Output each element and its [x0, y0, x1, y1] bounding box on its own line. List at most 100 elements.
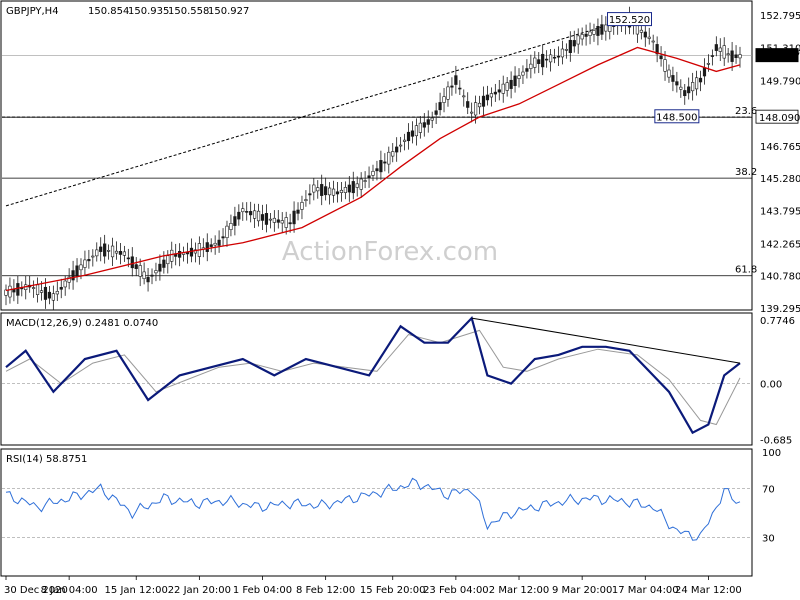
candle-body-104: [414, 125, 419, 137]
candle-body-133: [529, 63, 533, 69]
price-tick-6: 143.795: [760, 206, 800, 217]
candle-body-95: [379, 160, 383, 173]
candle-body-19: [79, 264, 83, 271]
candle-body-86: [343, 187, 347, 193]
candle-body-55: [221, 236, 225, 239]
candle-body-166: [659, 55, 663, 60]
candle-body-96: [383, 161, 387, 164]
candle-body-7: [32, 287, 36, 289]
candle-body-164: [651, 40, 655, 43]
candle-body-24: [99, 246, 103, 252]
price-layer: 23.6 38.2 61.8 152.520 148.500: [2, 6, 757, 310]
candle-body-149: [592, 30, 596, 35]
candle-body-150: [596, 25, 600, 36]
x-tick-label-4: 1 Feb 04:00: [233, 585, 292, 596]
candle-body-123: [489, 93, 493, 98]
candle-body-120: [477, 102, 482, 108]
candle-body-110: [438, 102, 442, 111]
price-header-open: 150.854: [88, 6, 129, 17]
fib-label-1: 38.2: [735, 167, 757, 178]
candle-body-167: [663, 59, 667, 72]
candle-body-80: [320, 184, 324, 196]
candle-body-107: [426, 119, 430, 125]
candle-body-31: [126, 257, 130, 260]
candle-body-39: [158, 263, 162, 272]
candle-body-117: [466, 101, 470, 108]
moving-average-line: [5, 46, 741, 292]
price-tick-3: 148.090: [759, 113, 800, 124]
candle-body-58: [233, 216, 237, 226]
candle-body-59: [237, 211, 241, 220]
last-price-label: 150.927: [759, 52, 800, 63]
macd-trendline: [471, 317, 741, 364]
rsi-layer: [2, 477, 752, 541]
candle-body-26: [107, 250, 111, 252]
candle-body-142: [564, 49, 568, 51]
candle-body-109: [434, 110, 438, 115]
macd-main-line: [5, 315, 741, 435]
candle-body-36: [146, 277, 150, 283]
price-tick-0: 152.795: [760, 11, 800, 22]
candle-body-62: [249, 211, 253, 216]
candle-body-145: [576, 35, 580, 45]
candle-body-13: [55, 291, 59, 295]
candle-body-47: [189, 247, 194, 257]
candle-body-139: [552, 56, 557, 59]
last-price-box: [755, 48, 799, 63]
candle-body-148: [588, 31, 592, 36]
candle-body-65: [260, 214, 265, 221]
candle-body-127: [505, 82, 509, 91]
candle-body-182: [722, 45, 726, 59]
candle-body-175: [694, 77, 699, 90]
candle-body-130: [517, 75, 521, 79]
candle-body-143: [568, 39, 572, 53]
x-tick-label-8: 2 Mar 12:00: [489, 585, 549, 596]
candle-body-63: [253, 210, 257, 219]
macd-signal-line: [5, 329, 741, 426]
candle-body-140: [556, 55, 561, 58]
candle-body-74: [296, 209, 300, 214]
candle-body-151: [600, 24, 604, 35]
price-header-low: 150.558: [168, 6, 209, 17]
candle-body-11: [47, 291, 52, 299]
candle-body-87: [347, 184, 351, 193]
candle-body-66: [264, 213, 269, 225]
candle-body-179: [710, 55, 714, 57]
candle-body-68: [272, 217, 276, 223]
candle-body-71: [284, 217, 288, 228]
candle-body-70: [280, 220, 284, 224]
candle-body-37: [150, 274, 154, 277]
candle-body-85: [339, 189, 344, 193]
candle-body-25: [103, 243, 107, 257]
candle-body-67: [268, 218, 272, 221]
price-tick-5: 145.280: [760, 174, 800, 185]
candle-body-161: [639, 29, 643, 33]
price-tick-8: 140.780: [760, 272, 800, 283]
candle-body-100: [399, 144, 403, 147]
candle-body-102: [406, 131, 411, 142]
candle-body-106: [422, 122, 426, 128]
candle-body-108: [430, 117, 434, 121]
candle-body-33: [134, 264, 138, 269]
candle-body-147: [584, 33, 588, 37]
candle-body-119: [474, 102, 478, 116]
candle-body-56: [225, 225, 229, 238]
watermark: ActionForex.com: [282, 237, 498, 267]
x-tick-label-7: 23 Feb 04:00: [423, 585, 489, 596]
candle-body-136: [541, 53, 545, 68]
candle-body-115: [458, 87, 462, 90]
candle-body-99: [395, 146, 399, 153]
candle-body-165: [655, 44, 659, 55]
candle-body-178: [706, 63, 711, 65]
candle-body-103: [410, 130, 415, 137]
macd-tick-0: 0.7746: [760, 316, 795, 327]
candle-body-34: [138, 265, 142, 277]
fib-label-2: 61.8: [735, 265, 757, 276]
callout-box-1: [654, 109, 700, 124]
candle-body-38: [154, 270, 158, 274]
candle-body-172: [683, 90, 687, 97]
candle-body-183: [726, 53, 730, 56]
x-tick-label-3: 22 Jan 20:00: [168, 585, 231, 596]
candle-body-125: [497, 89, 501, 93]
